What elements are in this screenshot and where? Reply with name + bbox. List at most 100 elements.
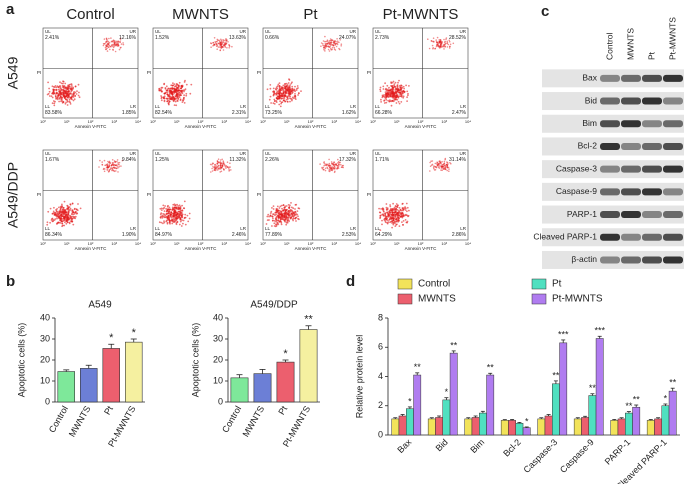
scatter-dot — [65, 94, 68, 97]
quadrant-value: 1.71% — [375, 157, 390, 163]
quadrant-name: LL — [155, 104, 161, 109]
x-axis-label: Annexin V-FITC — [75, 124, 108, 129]
scatter-dot — [331, 38, 333, 41]
plot-frame — [372, 149, 469, 241]
scatter-dot — [62, 100, 65, 103]
scatter-dot — [278, 207, 281, 209]
scatter-dot — [382, 88, 385, 90]
scatter-dot — [168, 210, 171, 213]
scatter-dot — [289, 89, 292, 91]
scatter-dot — [386, 212, 389, 215]
scatter-dot — [175, 216, 178, 219]
scatter-dot — [67, 213, 70, 216]
scatter-dot — [211, 167, 213, 170]
scatter-dot — [336, 40, 339, 42]
x-tick-label: 10³ — [441, 119, 447, 124]
scatter-dot — [178, 223, 181, 226]
x-axis-label: Annexin V-FITC — [295, 124, 328, 129]
scatter-dot — [71, 86, 73, 88]
bar — [391, 418, 400, 436]
scatter-dot — [49, 221, 51, 224]
blot-band — [663, 74, 683, 82]
scatter-dot — [400, 84, 403, 87]
scatter-dot — [55, 92, 58, 95]
scatter-dot — [323, 48, 325, 51]
x-tick-label: 10⁰ — [260, 119, 266, 124]
scatter-dot — [395, 216, 397, 218]
scatter-dot — [114, 161, 116, 163]
scatter-dot — [296, 85, 299, 87]
scatter-dot — [52, 86, 55, 88]
bar — [449, 352, 458, 436]
y-axis-label: PI — [367, 70, 371, 75]
scatter-dot — [295, 220, 297, 222]
scatter-dot — [290, 202, 292, 204]
scatter-dot — [404, 219, 407, 221]
scatter-dot — [116, 45, 119, 47]
scatter-dot — [162, 222, 164, 225]
blot-band — [621, 142, 641, 150]
scatter-dot — [429, 165, 432, 167]
scatter-dot — [168, 103, 170, 106]
scatter-dot — [60, 97, 63, 99]
scatter-dot — [330, 169, 333, 171]
scatter-dot — [111, 167, 113, 170]
quadrant-name: UR — [130, 151, 137, 156]
scatter-dot — [215, 43, 218, 45]
scatter-dot — [59, 86, 62, 89]
scatter-dot — [221, 164, 224, 167]
scatter-dot — [274, 214, 276, 217]
scatter-dot — [108, 37, 110, 40]
scatter-dot — [325, 164, 328, 167]
scatter-dot — [333, 161, 335, 164]
scatter-dot — [275, 219, 277, 221]
scatter-dot — [324, 40, 326, 43]
scatter-dot — [47, 81, 49, 84]
scatter-dot — [388, 100, 391, 103]
scatter-dot — [288, 93, 291, 95]
significance: ** — [633, 394, 641, 404]
scatter-dot — [287, 210, 290, 212]
scatter-dot — [69, 86, 71, 88]
scatter-dot — [62, 80, 64, 83]
x-tick-label: 10¹ — [394, 119, 400, 124]
scatter-dot — [297, 94, 299, 96]
quadrant-value: 1.67% — [45, 157, 60, 163]
scatter-dot — [443, 160, 446, 163]
scatter-dot — [406, 206, 409, 209]
bar — [625, 412, 633, 436]
scatter-dot — [294, 98, 297, 100]
blot-band — [600, 233, 620, 241]
scatter-dot — [71, 215, 74, 218]
scatter-dot — [51, 102, 54, 105]
scatter-dot — [324, 47, 327, 50]
scatter-dot — [332, 45, 335, 47]
scatter-dot — [160, 221, 163, 224]
scatter-dot — [65, 215, 68, 217]
scatter-dot — [170, 98, 173, 100]
scatter-dot — [212, 165, 214, 168]
scatter-dot — [384, 213, 387, 216]
scatter-dot — [181, 101, 184, 103]
scatter-dot — [160, 209, 163, 212]
significance: ** — [450, 340, 458, 350]
scatter-dot — [328, 158, 330, 161]
scatter-dot — [79, 207, 82, 210]
scatter-dot — [439, 161, 441, 163]
scatter-dot — [337, 165, 340, 168]
scatter-dot — [110, 45, 112, 48]
x-tick-label: 10⁴ — [135, 119, 141, 124]
x-tick-label: 10⁰ — [40, 119, 46, 124]
scatter-dot — [101, 161, 103, 163]
scatter-dot — [406, 220, 409, 223]
row-label: β-actin — [571, 254, 597, 264]
scatter-dot — [117, 162, 119, 164]
scatter-dot — [73, 208, 76, 211]
scatter-dot — [112, 45, 114, 48]
legend-label: Pt-MWNTS — [552, 294, 603, 305]
scatter-dot — [60, 215, 63, 218]
scatter-dot — [56, 216, 58, 218]
bar — [646, 420, 655, 436]
scatter-dot — [279, 89, 282, 91]
scatter-dot — [211, 162, 214, 165]
